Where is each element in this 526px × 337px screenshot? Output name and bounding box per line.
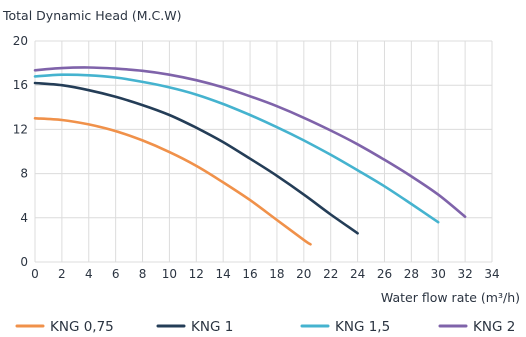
series-line-kng-0-75 bbox=[33, 117, 312, 246]
x-tick-label: 24 bbox=[350, 267, 365, 281]
x-tick-label: 32 bbox=[457, 267, 472, 281]
x-tick-label: 16 bbox=[242, 267, 257, 281]
x-tick-label: 22 bbox=[323, 267, 338, 281]
x-tick-label: 6 bbox=[112, 267, 120, 281]
series-line-kng-1 bbox=[33, 81, 359, 235]
x-tick-label: 4 bbox=[85, 267, 93, 281]
series-line-kng-1-5 bbox=[33, 73, 440, 224]
y-tick-label: 8 bbox=[20, 167, 28, 181]
x-tick-label: 12 bbox=[189, 267, 204, 281]
x-tick-label: 14 bbox=[216, 267, 231, 281]
legend-label-kng-1-5: KNG 1,5 bbox=[335, 319, 390, 335]
x-tick-label: 8 bbox=[139, 267, 147, 281]
x-tick-label: 2 bbox=[58, 267, 66, 281]
x-tick-label: 28 bbox=[404, 267, 419, 281]
y-axis-title: Total Dynamic Head (M.C.W) bbox=[2, 8, 182, 23]
x-tick-label: 20 bbox=[296, 267, 311, 281]
x-axis-title: Water flow rate (m³/h) bbox=[381, 290, 520, 305]
legend-label-kng-1: KNG 1 bbox=[191, 319, 233, 335]
series-lines bbox=[33, 66, 467, 246]
x-tick-label: 18 bbox=[269, 267, 284, 281]
y-tick-label: 16 bbox=[13, 78, 28, 92]
x-tick-label: 34 bbox=[484, 267, 499, 281]
x-tick-label: 0 bbox=[31, 267, 39, 281]
y-tick-label: 12 bbox=[13, 122, 28, 136]
y-tick-label: 0 bbox=[20, 255, 28, 269]
y-tick-label: 4 bbox=[20, 211, 28, 225]
y-tick-labels: 0 4 8 12 16 20 bbox=[13, 34, 28, 269]
x-tick-label: 30 bbox=[431, 267, 446, 281]
legend: KNG 0,75 KNG 1 KNG 1,5 KNG 2 bbox=[15, 319, 515, 335]
grid bbox=[34, 40, 493, 263]
legend-label-kng-0-75: KNG 0,75 bbox=[50, 319, 114, 335]
y-tick-label: 20 bbox=[13, 34, 28, 48]
x-tick-label: 26 bbox=[377, 267, 392, 281]
x-tick-label: 10 bbox=[162, 267, 177, 281]
legend-label-kng-2: KNG 2 bbox=[473, 319, 515, 335]
x-tick-labels: 0 2 4 6 8 10 12 14 16 18 20 22 24 26 28 30 32 34 bbox=[31, 267, 499, 281]
series-line-kng-2 bbox=[33, 66, 467, 218]
